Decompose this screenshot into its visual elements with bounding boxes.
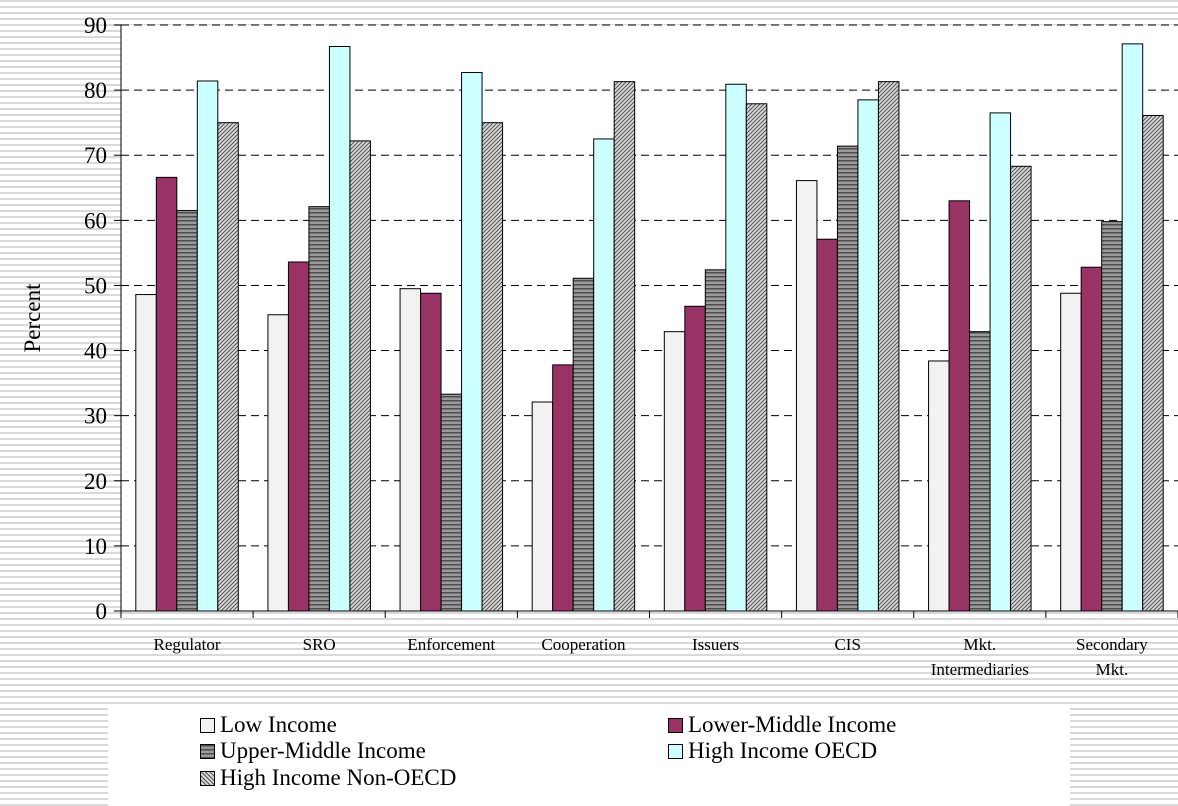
- bar-upper-middle-income: [969, 331, 991, 612]
- legend-label: Lower-Middle Income: [688, 712, 897, 737]
- legend-item: Lower-Middle Income: [668, 712, 896, 738]
- bar-upper-middle-income: [1101, 221, 1123, 612]
- bar-high-income-oecd: [725, 83, 747, 612]
- legend-label: Upper-Middle Income: [220, 738, 426, 763]
- y-tick-label: 50: [84, 273, 107, 298]
- bar-high-income-non-oecd: [349, 140, 371, 612]
- x-tick-label: CIS: [834, 635, 860, 654]
- bar-upper-middle-income: [176, 210, 198, 612]
- y-tick-label: 70: [84, 143, 107, 168]
- axis-labels: 0 10 20 30 40 50 60 70 80 90 Regulator SRO Enforceme…: [84, 13, 1148, 679]
- y-tick-label: 90: [84, 13, 107, 38]
- bar-low-income: [267, 314, 289, 612]
- x-tick-label: Regulator: [154, 635, 221, 654]
- y-tick-label: 10: [84, 534, 107, 559]
- y-tick-label: 60: [84, 208, 107, 233]
- legend-label: High Income OECD: [688, 738, 878, 763]
- x-tick-label: Enforcement: [407, 635, 495, 654]
- bar-lower-middle-income: [552, 364, 574, 612]
- bars: [135, 43, 1164, 612]
- bar-low-income: [795, 180, 818, 612]
- legend-swatch: [668, 743, 683, 759]
- x-tick-label: Cooperation: [541, 635, 626, 654]
- bar-low-income: [399, 288, 422, 612]
- y-tick-label: 40: [84, 339, 107, 364]
- x-tick-label: Issuers: [692, 635, 739, 654]
- bar-lower-middle-income: [155, 176, 178, 612]
- axes: [114, 24, 1178, 618]
- bar-upper-middle-income: [308, 206, 330, 612]
- legend-item: Low Income: [200, 712, 337, 738]
- bar-lower-middle-income: [1080, 266, 1103, 612]
- bar-upper-middle-income: [836, 145, 859, 612]
- bar-low-income: [135, 294, 157, 612]
- bar-high-income-non-oecd: [217, 122, 239, 612]
- x-tick-label: Secondary Mkt.: [1076, 635, 1148, 679]
- legend-swatch: [200, 717, 215, 733]
- bar-high-income-non-oecd: [481, 122, 504, 612]
- bar-high-income-non-oecd: [1142, 115, 1164, 612]
- legend-item: High Income Non-OECD: [200, 765, 456, 791]
- bar-high-income-non-oecd: [745, 103, 768, 612]
- y-tick-label: 80: [84, 78, 107, 103]
- bar-upper-middle-income: [704, 269, 727, 612]
- legend-swatch: [200, 770, 215, 786]
- bar-high-income-oecd: [196, 80, 219, 612]
- legend-label: Low Income: [220, 712, 337, 737]
- bar-high-income-oecd: [1121, 43, 1144, 612]
- bar-lower-middle-income: [420, 292, 442, 612]
- legend-swatch: [200, 743, 215, 759]
- x-tick-label: SRO: [303, 635, 336, 654]
- bar-lower-middle-income: [684, 305, 706, 612]
- x-tick-label: Mkt. Intermediaries: [931, 635, 1029, 679]
- bar-high-income-non-oecd: [877, 81, 900, 612]
- bar-lower-middle-income: [287, 261, 310, 612]
- bar-high-income-oecd: [593, 138, 615, 612]
- legend-swatch: [668, 717, 683, 733]
- bar-low-income: [531, 401, 554, 612]
- legend-item: Upper-Middle Income: [200, 738, 426, 764]
- bar-lower-middle-income: [948, 200, 971, 612]
- bar-high-income-non-oecd: [1010, 165, 1032, 612]
- bar-high-income-oecd: [989, 112, 1012, 612]
- legend-item: High Income OECD: [668, 738, 877, 764]
- legend: Low Income Lower-Middle Income Upper-Middl…: [108, 708, 1070, 806]
- bar-low-income: [663, 331, 686, 612]
- bar-high-income-non-oecd: [613, 81, 636, 612]
- y-axis-title: Percent: [20, 283, 45, 353]
- bar-low-income: [928, 360, 950, 612]
- bar-upper-middle-income: [440, 393, 463, 612]
- y-tick-label: 0: [96, 599, 108, 624]
- bar-upper-middle-income: [572, 277, 595, 612]
- bar-lower-middle-income: [816, 238, 838, 612]
- bar-high-income-oecd: [857, 99, 879, 612]
- bar-high-income-oecd: [328, 45, 351, 612]
- bar-low-income: [1060, 292, 1082, 612]
- bar-high-income-oecd: [461, 72, 483, 612]
- y-tick-label: 20: [84, 469, 107, 494]
- legend-label: High Income Non-OECD: [220, 765, 457, 790]
- y-tick-label: 30: [84, 404, 107, 429]
